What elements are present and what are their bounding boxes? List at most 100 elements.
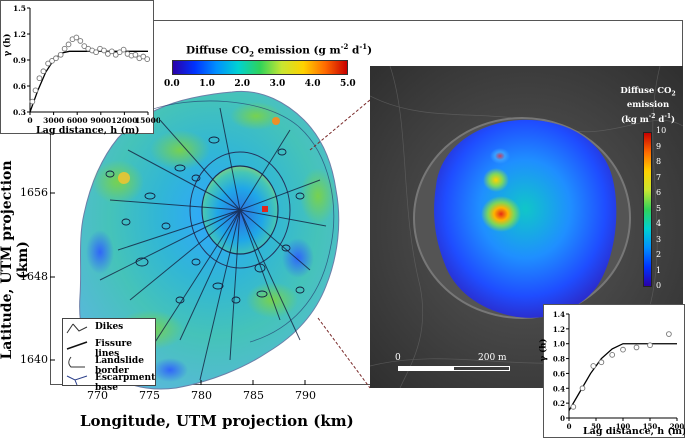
- y-tick-label: 0.8: [553, 355, 565, 364]
- data-point: [108, 48, 115, 55]
- data-point: [93, 49, 99, 56]
- left-colorbar-tick: 3.0: [269, 79, 286, 89]
- data-point: [36, 75, 43, 82]
- map-xtick-780: 780: [191, 389, 212, 402]
- right-colorbar-tick: 10: [656, 126, 667, 135]
- cones: [105, 136, 305, 304]
- x-tick-label: 100: [616, 422, 631, 431]
- y-tick-label: 0.3: [13, 108, 26, 117]
- y-tick-label: 0.9: [13, 56, 26, 65]
- legend-item-fissure: Fissure lines: [63, 336, 155, 359]
- data-point: [579, 385, 586, 392]
- left-colorbar-tick: 4.0: [304, 79, 321, 89]
- right-colorbar-tick: 3: [656, 234, 662, 244]
- data-point: [116, 49, 123, 56]
- data-point: [73, 34, 80, 41]
- left-colorbar-ramp: [172, 60, 348, 75]
- data-point: [45, 60, 51, 67]
- data-point: [609, 352, 616, 358]
- y-tick-label: 1.0: [553, 340, 565, 349]
- data-point: [61, 45, 68, 52]
- x-tick-label: 0: [567, 422, 572, 431]
- legend-escarpment-label: Escarpment base: [95, 373, 156, 393]
- x-tick-label: 12000: [111, 116, 137, 125]
- map-ytick-1640: 1640: [20, 353, 48, 366]
- crater-scale-zero: 0: [395, 353, 401, 363]
- crater-scale-end: 200 m: [478, 353, 507, 363]
- legend-landslide-label: Landslide border: [95, 356, 144, 376]
- data-point: [112, 51, 119, 58]
- data-point: [29, 98, 36, 105]
- landslide-icon: [68, 356, 85, 368]
- map-legend: Dikes Fissure lines Landslide border Esc…: [62, 318, 156, 393]
- right-colorbar-tick: 2: [656, 250, 662, 259]
- right-colorbar-tick: 7: [656, 172, 662, 182]
- y-tick-label: 0: [560, 414, 565, 423]
- variogram-1-ylabel: γ (h): [2, 33, 13, 57]
- crater-scale-bar: [398, 366, 510, 371]
- x-tick-label: 200: [670, 422, 685, 431]
- right-colorbar-tick: 0: [656, 281, 662, 290]
- data-point: [57, 51, 64, 58]
- x-tick-label: 15000: [135, 116, 160, 125]
- y-tick-label: 0.6: [553, 369, 565, 378]
- legend-dikes-label: Dikes: [95, 322, 124, 332]
- legend-item-dikes: Dikes: [63, 319, 155, 336]
- right-colorbar-ramp: [643, 132, 652, 287]
- data-point: [120, 46, 127, 53]
- left-colorbar-tick: 0.0: [164, 79, 180, 89]
- data-point: [140, 53, 147, 60]
- x-tick-label: 6000: [67, 116, 88, 125]
- data-point: [620, 346, 626, 353]
- right-colorbar-tick: 5: [656, 203, 662, 213]
- data-point: [144, 56, 151, 62]
- data-point: [590, 363, 597, 369]
- map-xtick-775: 775: [139, 389, 160, 402]
- fissure-line-icon: [66, 341, 88, 350]
- left-colorbar-tick: 1.0: [199, 79, 215, 89]
- right-colorbar-tick: 6: [656, 188, 662, 197]
- data-point: [53, 55, 59, 62]
- variogram-bottom-right: [543, 304, 685, 438]
- data-point: [77, 38, 84, 44]
- map-ytick-1648: 1648: [20, 270, 48, 283]
- map-xlabel: Longitude, UTM projection (km): [80, 412, 354, 430]
- x-tick-label: 3000: [43, 116, 64, 125]
- map-xtick-790: 790: [295, 389, 316, 402]
- dike-icon: [66, 323, 88, 334]
- map-xtick-770: 770: [87, 389, 108, 402]
- model-curve: [568, 343, 677, 411]
- y-tick-label: 0.2: [553, 399, 565, 408]
- x-tick-label: 50: [591, 422, 601, 431]
- data-point: [101, 47, 107, 54]
- data-point: [49, 58, 55, 64]
- map-ylabel: Latitude, UTM projection (km): [0, 160, 31, 360]
- legend-fissure-label: Fissure lines: [95, 339, 132, 359]
- y-tick-label: 1.4: [553, 310, 565, 319]
- right-colorbar-tick: 4: [656, 219, 662, 228]
- data-point: [32, 87, 39, 94]
- right-colorbar-tick: 1: [656, 265, 662, 275]
- y-tick-label: 1.5: [13, 4, 26, 13]
- model-curve: [29, 50, 148, 113]
- right-colorbar-title: Diffuse CO2 emission (kg m-2 d-1): [620, 86, 676, 125]
- right-colorbar-tick: 9: [656, 141, 662, 151]
- variogram-2-xlabel: Lag distance, h (m): [583, 426, 685, 437]
- right-colorbar-tick: 8: [656, 157, 662, 166]
- data-point: [40, 68, 47, 75]
- y-tick-label: 1.2: [553, 325, 565, 334]
- left-colorbar-title: Diffuse CO2 emission (g m-2 d-1): [186, 42, 373, 59]
- data-point: [633, 344, 640, 351]
- x-tick-label: 0: [27, 116, 32, 125]
- y-tick-label: 0.4: [553, 384, 565, 393]
- left-colorbar-tick: 2.0: [234, 79, 251, 89]
- hotspot-marker: [262, 206, 268, 212]
- y-tick-label: 0.6: [13, 82, 26, 91]
- variogram-2-ylabel: γ (h): [538, 338, 549, 362]
- variogram-2-plot: 0 50 100 150 200 0 0.2 0.4 0.6 0.8 1.0 1.2 1.4: [553, 310, 685, 431]
- map-ytick-1656: 1656: [20, 186, 48, 199]
- data-point: [666, 331, 672, 337]
- data-point: [81, 43, 88, 49]
